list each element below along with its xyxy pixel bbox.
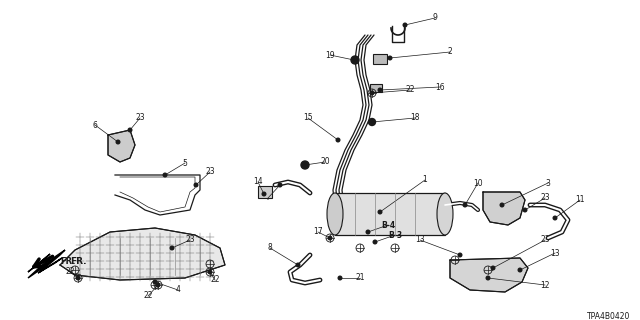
Polygon shape <box>450 258 528 292</box>
Text: 7: 7 <box>266 194 271 203</box>
Text: 23: 23 <box>185 236 195 244</box>
Text: 13: 13 <box>415 236 425 244</box>
Circle shape <box>338 276 342 280</box>
Circle shape <box>278 183 282 187</box>
Text: B-3: B-3 <box>388 230 402 239</box>
Bar <box>258 186 272 198</box>
Text: 4: 4 <box>175 285 180 294</box>
Text: 22: 22 <box>65 268 75 276</box>
Polygon shape <box>38 258 62 273</box>
Text: 5: 5 <box>182 158 188 167</box>
Polygon shape <box>60 228 225 280</box>
Circle shape <box>301 161 309 169</box>
Circle shape <box>373 240 377 244</box>
Circle shape <box>524 208 527 212</box>
Circle shape <box>500 203 504 207</box>
Circle shape <box>156 283 160 287</box>
Circle shape <box>388 56 392 60</box>
Text: 6: 6 <box>93 121 97 130</box>
Polygon shape <box>28 254 50 272</box>
Text: B-4: B-4 <box>381 220 395 229</box>
Circle shape <box>296 263 300 267</box>
Text: 22: 22 <box>143 292 153 300</box>
Circle shape <box>553 216 557 220</box>
Circle shape <box>352 58 356 62</box>
Polygon shape <box>28 250 65 278</box>
Text: 10: 10 <box>473 179 483 188</box>
Text: 13: 13 <box>550 249 560 258</box>
Text: FR.: FR. <box>70 258 86 267</box>
Text: 1: 1 <box>422 175 428 185</box>
Circle shape <box>76 276 80 280</box>
Circle shape <box>262 192 266 196</box>
Bar <box>370 84 382 92</box>
Polygon shape <box>108 130 135 162</box>
Circle shape <box>463 203 467 207</box>
Text: 17: 17 <box>313 228 323 236</box>
Text: 15: 15 <box>303 114 313 123</box>
Text: FR.: FR. <box>60 258 76 267</box>
Circle shape <box>351 56 359 64</box>
Circle shape <box>116 140 120 144</box>
Ellipse shape <box>327 193 343 235</box>
Circle shape <box>336 138 340 142</box>
Text: 12: 12 <box>540 281 550 290</box>
Text: 19: 19 <box>325 51 335 60</box>
Circle shape <box>518 268 522 272</box>
Circle shape <box>378 210 382 214</box>
Circle shape <box>128 128 132 132</box>
Text: 3: 3 <box>545 179 550 188</box>
Circle shape <box>370 91 374 95</box>
Bar <box>335 193 445 235</box>
Text: 23: 23 <box>540 194 550 203</box>
Circle shape <box>303 163 307 167</box>
Text: 23: 23 <box>540 236 550 244</box>
Text: 14: 14 <box>253 178 263 187</box>
Circle shape <box>208 270 212 274</box>
Text: 21: 21 <box>355 274 365 283</box>
Text: 23: 23 <box>205 167 215 177</box>
Text: 20: 20 <box>320 157 330 166</box>
Text: 9: 9 <box>433 13 437 22</box>
Circle shape <box>366 230 370 234</box>
Text: 11: 11 <box>575 196 585 204</box>
Circle shape <box>492 266 495 270</box>
Circle shape <box>486 276 490 280</box>
Circle shape <box>378 88 382 92</box>
Circle shape <box>369 118 376 125</box>
Circle shape <box>458 253 462 257</box>
Text: TPA4B0420: TPA4B0420 <box>587 312 630 320</box>
Text: 18: 18 <box>410 114 420 123</box>
Circle shape <box>194 183 198 187</box>
Polygon shape <box>483 192 525 225</box>
Text: 16: 16 <box>435 83 445 92</box>
Circle shape <box>328 236 332 240</box>
Circle shape <box>153 280 157 284</box>
Circle shape <box>163 173 167 177</box>
Circle shape <box>403 23 407 27</box>
Text: 22: 22 <box>405 85 415 94</box>
Circle shape <box>170 246 174 250</box>
Bar <box>373 54 387 64</box>
Text: 2: 2 <box>447 47 452 57</box>
Text: 8: 8 <box>268 244 273 252</box>
Ellipse shape <box>437 193 453 235</box>
Text: 22: 22 <box>211 276 220 284</box>
Text: 23: 23 <box>135 114 145 123</box>
Circle shape <box>370 120 374 124</box>
